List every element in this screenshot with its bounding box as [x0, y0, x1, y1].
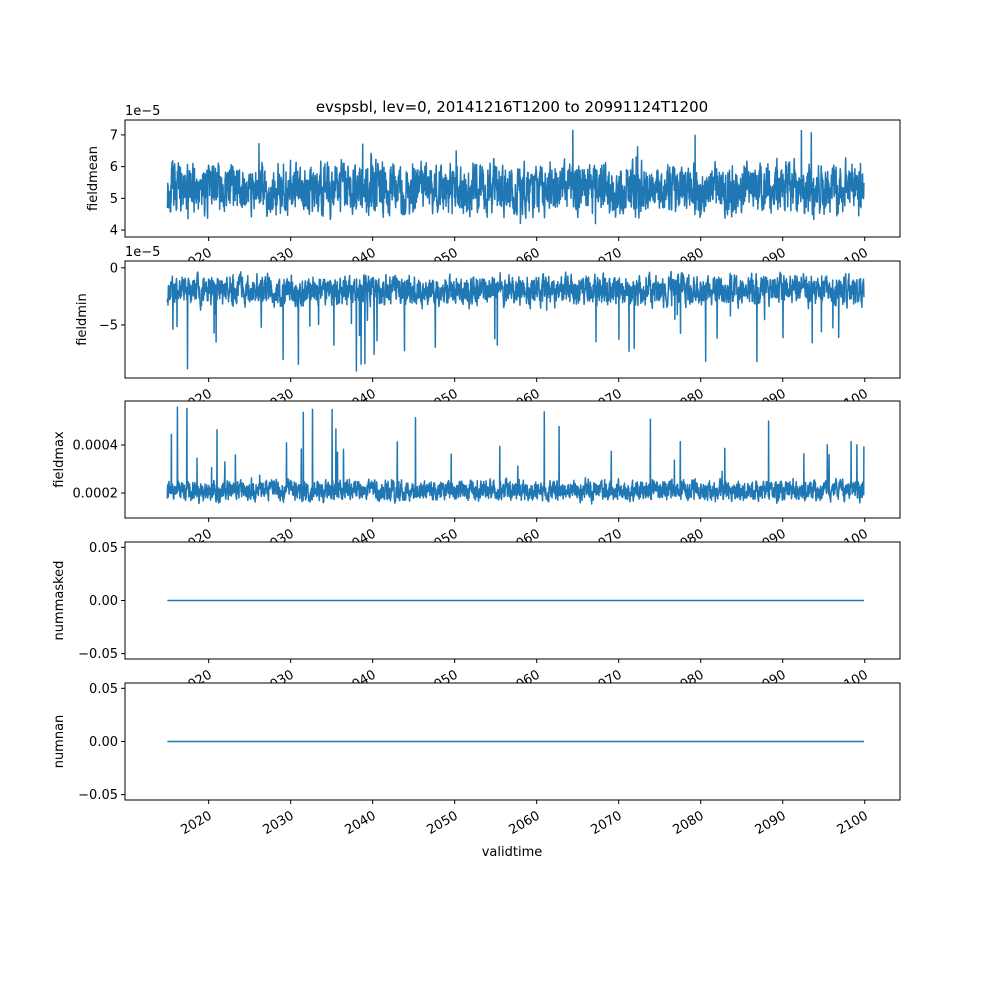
axes-background	[125, 401, 900, 518]
y-tick-label: 0.05	[89, 541, 118, 556]
y-tick-label: 0.0004	[73, 438, 119, 453]
y-tick-label: 4	[110, 224, 118, 239]
fieldmax-line	[166, 406, 865, 505]
y-axis-label: fieldmin	[75, 293, 90, 346]
x-tick-label: 2050	[425, 808, 461, 838]
y-tick-label: −5	[99, 318, 118, 333]
y-tick-label: 0.05	[89, 682, 118, 697]
x-tick-label: 2040	[343, 808, 379, 838]
offset-text: 1e−5	[125, 245, 160, 260]
y-axis-label: numnan	[52, 715, 67, 769]
y-axis-label: nummasked	[52, 561, 67, 641]
y-tick-label: 7	[110, 128, 118, 143]
x-tick-label: 2100	[835, 808, 871, 838]
fieldmean-line	[166, 129, 865, 225]
axes-frame	[124, 260, 901, 379]
x-tick-label: 2060	[507, 808, 543, 838]
y-tick-label: 6	[110, 160, 118, 175]
axes-frame	[124, 119, 901, 238]
x-tick-label: 2070	[589, 808, 625, 838]
y-tick-label: 5	[110, 192, 118, 207]
panel-fieldmin: −50fieldmin1e−52020203020402050206020702…	[75, 245, 901, 416]
x-tick-label: 2080	[671, 808, 707, 838]
y-tick-label: 0.00	[89, 594, 118, 609]
x-axis-label: validtime	[482, 845, 543, 860]
axes-frame	[124, 400, 901, 519]
x-tick-label: 2020	[178, 808, 214, 838]
panel-numnan: −0.05 0.00 0.05 numnan 2020 2030 2040 2050 2060 2…	[52, 682, 901, 838]
y-axis-label: fieldmean	[86, 146, 101, 211]
offset-text: 1e−5	[125, 104, 160, 119]
y-tick-label: −0.05	[78, 788, 118, 803]
x-tick-label: 2030	[261, 808, 297, 838]
y-tick-label: 0.00	[89, 735, 118, 750]
y-axis-label: fieldmax	[52, 431, 67, 488]
y-tick-label: 0	[110, 261, 118, 276]
y-tick-label: 0.0002	[73, 487, 119, 502]
chart-title: evspsbl, lev=0, 20141216T1200 to 2099112…	[316, 98, 708, 116]
y-tick-label: −0.05	[78, 647, 118, 662]
fieldmin-line	[166, 270, 865, 372]
x-tick-label: 2090	[753, 808, 789, 838]
